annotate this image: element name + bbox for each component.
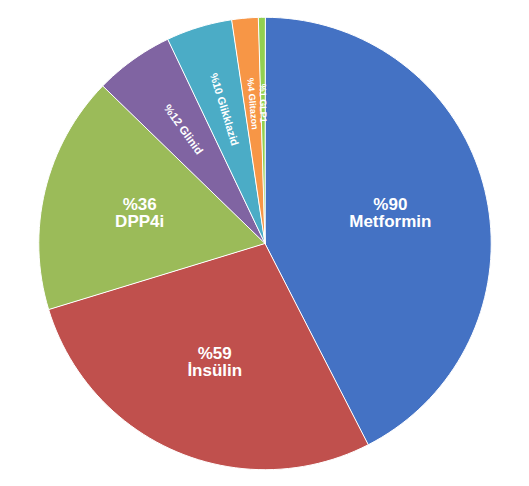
svg-text:%59İnsülin: %59İnsülin xyxy=(187,344,242,380)
svg-text:%36DPP4i: %36DPP4i xyxy=(115,195,164,231)
svg-text:%1 GLP1: %1 GLP1 xyxy=(258,84,269,123)
svg-text:%10 Glikklazid: %10 Glikklazid xyxy=(208,71,241,146)
svg-text:%12 Glinid: %12 Glinid xyxy=(162,102,206,156)
svg-text:%4 Glitazon: %4 Glitazon xyxy=(245,78,260,131)
svg-text:%90Metformin: %90Metformin xyxy=(349,195,431,231)
